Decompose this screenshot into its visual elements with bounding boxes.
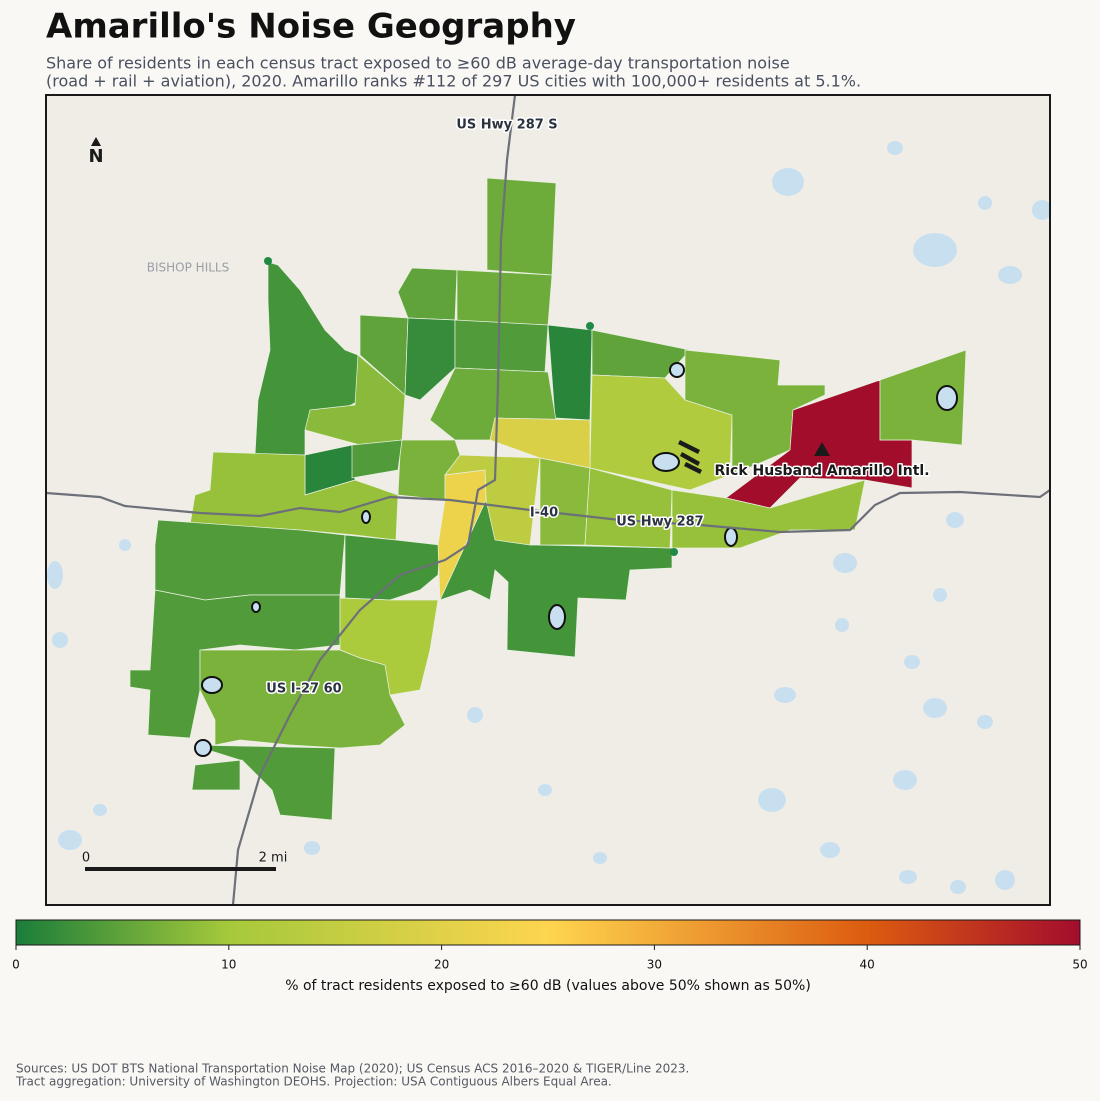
road-label: US I-27 60 bbox=[266, 682, 341, 697]
north-label: N bbox=[88, 146, 103, 167]
tract bbox=[584, 467, 673, 549]
scale-label: 0 bbox=[82, 851, 90, 866]
place-label: BISHOP HILLS bbox=[147, 261, 229, 275]
tract bbox=[304, 354, 406, 446]
colorbar-tick-label: 40 bbox=[860, 958, 875, 972]
subtitle: (road + rail + aviation), 2020. Amarillo… bbox=[46, 72, 861, 91]
tract bbox=[454, 319, 549, 373]
roads bbox=[46, 95, 1050, 905]
airport-label: Rick Husband Amarillo Intl. bbox=[714, 463, 929, 479]
urban-water bbox=[194, 362, 958, 757]
tract bbox=[191, 744, 336, 821]
tract bbox=[154, 519, 346, 601]
scale-label: 2 mi bbox=[259, 851, 288, 866]
colorbar-tick-label: 0 bbox=[12, 958, 20, 972]
tract bbox=[486, 177, 557, 276]
tract bbox=[547, 324, 593, 421]
tract bbox=[404, 317, 456, 401]
map-frame bbox=[45, 94, 1051, 906]
subtitle: Share of residents in each census tract … bbox=[46, 54, 790, 73]
tract bbox=[671, 479, 866, 549]
colorbar-tick-label: 50 bbox=[1072, 958, 1087, 972]
north-arrow bbox=[91, 137, 101, 146]
tract bbox=[879, 349, 967, 446]
tract bbox=[351, 439, 403, 479]
sources: Sources: US DOT BTS National Transportat… bbox=[16, 1062, 689, 1076]
airport-runways bbox=[678, 440, 830, 474]
tract bbox=[539, 457, 591, 546]
colorbar bbox=[15, 919, 1081, 946]
title: Amarillo's Noise Geography bbox=[46, 7, 576, 47]
sources: Tract aggregation: University of Washing… bbox=[15, 1075, 612, 1089]
road-label: I-40 bbox=[530, 506, 558, 521]
tract bbox=[456, 269, 553, 326]
colorbar-tick-label: 20 bbox=[434, 958, 449, 972]
colorbar-tick-label: 30 bbox=[647, 958, 662, 972]
colorbar-tick-label: 10 bbox=[221, 958, 236, 972]
road-label: US Hwy 287 bbox=[616, 515, 703, 530]
tract bbox=[189, 451, 399, 541]
points bbox=[264, 257, 678, 556]
road-label: US Hwy 287 S bbox=[456, 118, 557, 133]
colorbar-label: % of tract residents exposed to ≥60 dB (… bbox=[285, 978, 811, 994]
tract bbox=[199, 649, 406, 749]
water bbox=[47, 141, 1050, 894]
